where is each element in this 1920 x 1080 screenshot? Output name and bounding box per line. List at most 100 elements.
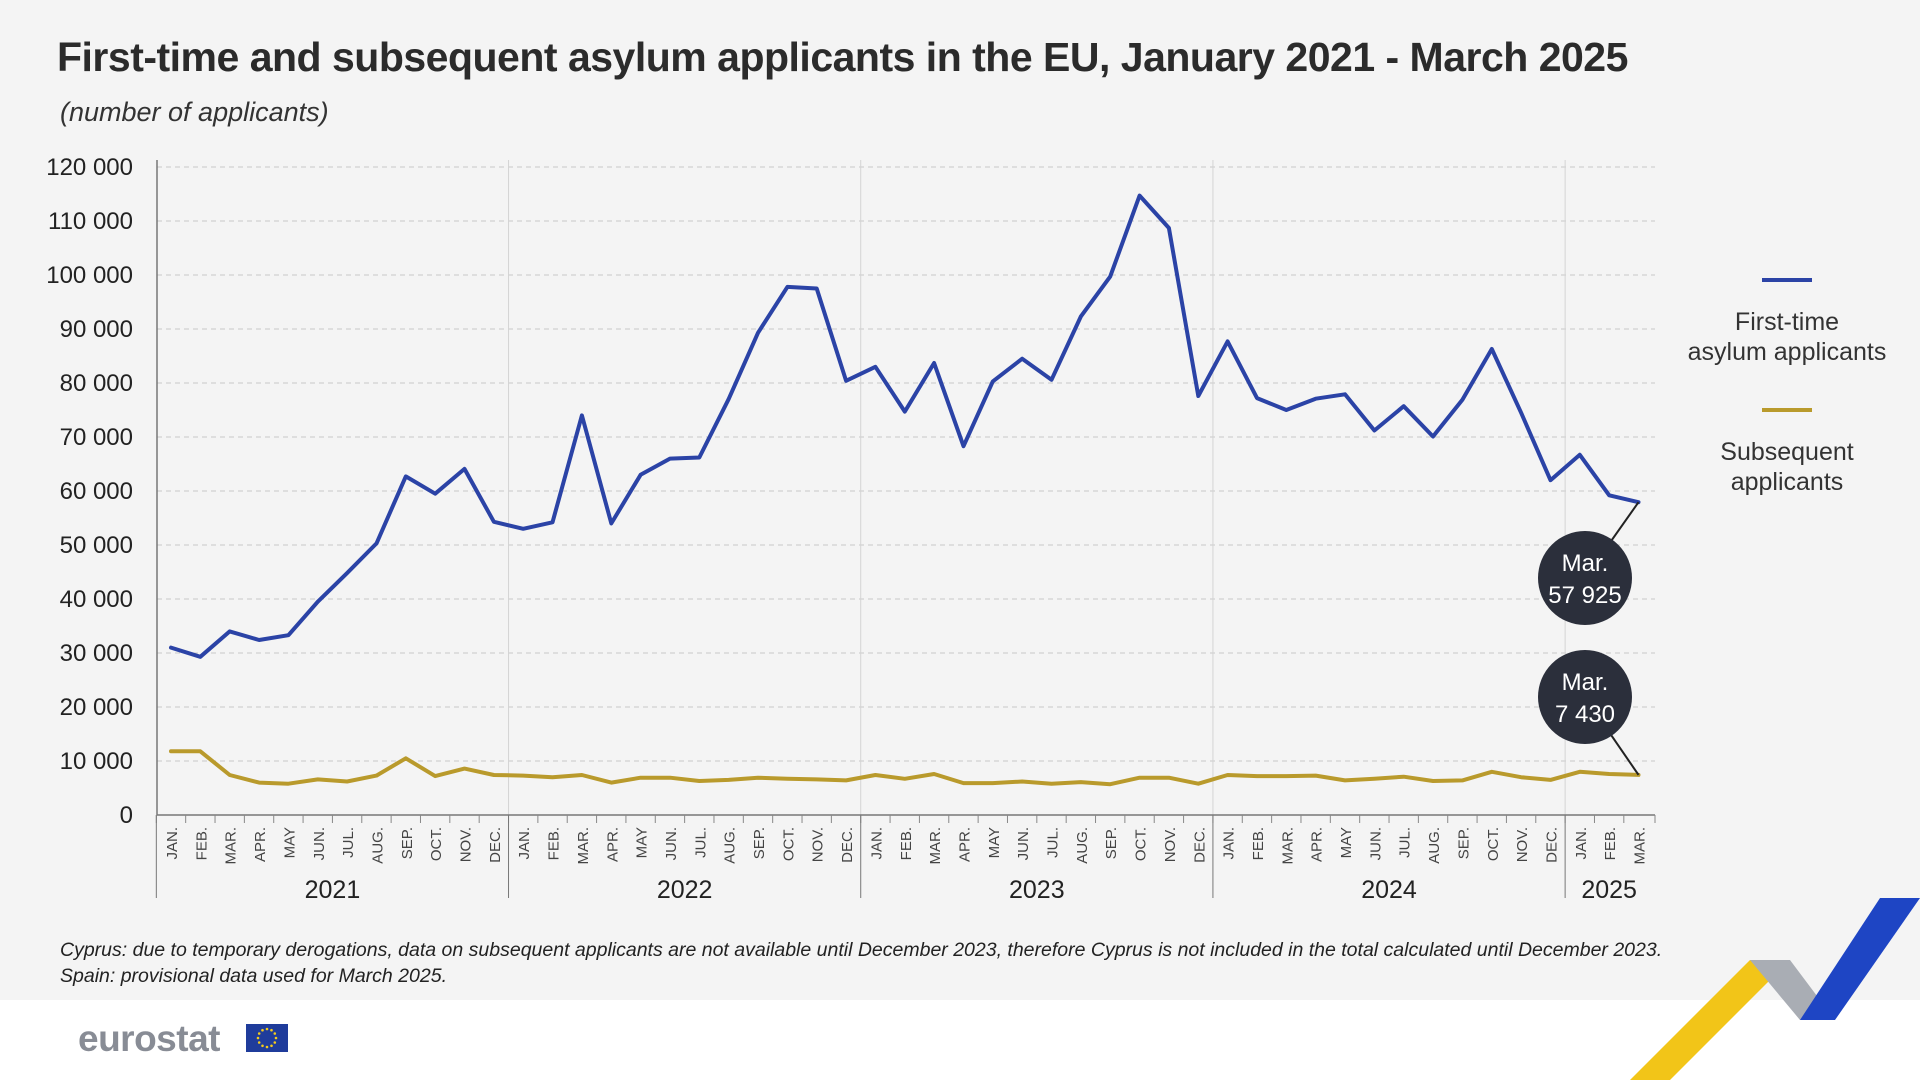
y-tick-label: 40 000 bbox=[60, 586, 133, 613]
y-tick-label: 120 000 bbox=[46, 154, 133, 181]
x-tick-label: JAN. bbox=[164, 827, 181, 860]
x-tick-label: FEB. bbox=[1602, 827, 1619, 860]
x-tick-label: OCT. bbox=[780, 827, 797, 861]
decorative-chevron-icon bbox=[1630, 898, 1920, 1080]
x-tick-label: MAR. bbox=[575, 827, 592, 865]
y-tick-label: 10 000 bbox=[60, 748, 133, 775]
x-tick-label: JUL. bbox=[340, 827, 357, 858]
x-tick-label: JUL. bbox=[1397, 827, 1414, 858]
x-axis-month-ticks: JAN. FEB. MAR. APR. MAY JUN. JUL. AUG. SEP. OCT. N… bbox=[155, 815, 1656, 865]
footnote-cyprus: Cyprus: due to temporary derogations, da… bbox=[60, 939, 1663, 961]
legend-label: Subsequent applicants bbox=[1720, 438, 1854, 496]
y-tick-label: 50 000 bbox=[60, 532, 133, 559]
callout-bubble bbox=[1538, 531, 1632, 625]
x-tick-label: MAY bbox=[986, 827, 1003, 858]
x-tick-label: SEP. bbox=[751, 827, 768, 859]
year-label: 2025 bbox=[1581, 876, 1637, 904]
callout-subsequent-march: Mar. 7 430 bbox=[1538, 650, 1640, 776]
chart-subtitle: (number of applicants) bbox=[60, 97, 329, 127]
x-tick-label: JUL. bbox=[692, 827, 709, 858]
y-tick-label: 90 000 bbox=[60, 316, 133, 343]
x-tick-label: APR. bbox=[252, 827, 269, 862]
grid-lines bbox=[157, 160, 1655, 815]
x-tick-label: SEP. bbox=[1103, 827, 1120, 859]
callout-month-label: Mar. bbox=[1562, 669, 1609, 696]
x-tick-label: MAR. bbox=[1632, 827, 1649, 865]
callouts: Mar. 57 925 Mar. 7 430 bbox=[1538, 501, 1640, 776]
x-tick-label: OCT. bbox=[428, 827, 445, 861]
callout-value-label: 7 430 bbox=[1555, 701, 1615, 728]
x-tick-label: FEB. bbox=[546, 827, 563, 860]
year-label: 2024 bbox=[1361, 876, 1417, 904]
footnote-spain: Spain: provisional data used for March 2… bbox=[60, 965, 447, 987]
y-tick-label: 70 000 bbox=[60, 424, 133, 451]
subsequent-applicants-line bbox=[169, 749, 1641, 787]
x-tick-label: AUG. bbox=[369, 827, 386, 864]
x-tick-label: NOV. bbox=[1162, 827, 1179, 862]
x-tick-label: JUN. bbox=[1015, 827, 1032, 860]
callout-bubble bbox=[1538, 650, 1632, 744]
x-tick-label: JAN. bbox=[868, 827, 885, 860]
x-tick-label: JAN. bbox=[1573, 827, 1590, 860]
year-label: 2022 bbox=[657, 876, 713, 904]
y-tick-label: 80 000 bbox=[60, 370, 133, 397]
x-tick-label: OCT. bbox=[1485, 827, 1502, 861]
legend-first-time: First-time asylum applicants bbox=[1688, 278, 1887, 366]
x-tick-label: JUN. bbox=[311, 827, 328, 860]
x-tick-label: FEB. bbox=[898, 827, 915, 860]
legend: First-time asylum applicants Subsequent app… bbox=[1688, 278, 1887, 496]
x-tick-label: JAN. bbox=[516, 827, 533, 860]
x-tick-label: SEP. bbox=[399, 827, 416, 859]
x-tick-label: JUL. bbox=[1045, 827, 1062, 858]
x-tick-label: MAR. bbox=[223, 827, 240, 865]
callout-value-label: 57 925 bbox=[1548, 582, 1621, 609]
line-chart: 0 10 000 20 000 30 000 40 000 50 000 60 000 70 … bbox=[46, 154, 1887, 904]
series-lines bbox=[169, 193, 1641, 787]
x-tick-label: APR. bbox=[604, 827, 621, 862]
x-tick-label: FEB. bbox=[1250, 827, 1267, 860]
x-tick-label: DEC. bbox=[1543, 827, 1560, 863]
x-tick-label: NOV. bbox=[810, 827, 827, 862]
x-tick-label: APR. bbox=[956, 827, 973, 862]
x-axis-year-labels: 2021 2022 2023 2024 2025 bbox=[155, 815, 1637, 904]
chart-title: First-time and subsequent asylum applica… bbox=[57, 34, 1628, 80]
y-tick-label: 20 000 bbox=[60, 694, 133, 721]
x-tick-label: DEC. bbox=[487, 827, 504, 863]
x-tick-label: MAY bbox=[281, 827, 298, 858]
footer-bar bbox=[0, 1000, 1920, 1080]
y-tick-label: 0 bbox=[120, 802, 133, 829]
x-tick-label: FEB. bbox=[193, 827, 210, 860]
x-tick-label: NOV. bbox=[458, 827, 475, 862]
legend-label: First-time asylum applicants bbox=[1688, 308, 1887, 366]
x-tick-label: JUN. bbox=[663, 827, 680, 860]
callout-first-time-march: Mar. 57 925 bbox=[1538, 501, 1640, 625]
callout-month-label: Mar. bbox=[1562, 550, 1609, 577]
footnotes: Cyprus: due to temporary derogations, da… bbox=[60, 937, 1662, 989]
x-tick-label: OCT. bbox=[1133, 827, 1150, 861]
x-tick-label: SEP. bbox=[1455, 827, 1472, 859]
x-tick-label: JAN. bbox=[1221, 827, 1238, 860]
first-time-applicants-line bbox=[169, 193, 1641, 659]
x-tick-label: AUG. bbox=[722, 827, 739, 864]
y-tick-label: 60 000 bbox=[60, 478, 133, 505]
year-label: 2021 bbox=[305, 876, 361, 904]
x-tick-label: NOV. bbox=[1514, 827, 1531, 862]
x-tick-label: MAR. bbox=[1279, 827, 1296, 865]
x-tick-label: JUN. bbox=[1367, 827, 1384, 860]
x-tick-label: MAY bbox=[1338, 827, 1355, 858]
year-label: 2023 bbox=[1009, 876, 1065, 904]
x-tick-label: APR. bbox=[1309, 827, 1326, 862]
x-tick-label: AUG. bbox=[1074, 827, 1091, 864]
y-tick-label: 110 000 bbox=[48, 208, 133, 235]
y-axis-ticks: 0 10 000 20 000 30 000 40 000 50 000 60 000 70 … bbox=[46, 154, 133, 829]
x-axis bbox=[156, 160, 1655, 816]
legend-subsequent: Subsequent applicants bbox=[1720, 408, 1854, 496]
x-tick-label: AUG. bbox=[1426, 827, 1443, 864]
x-tick-label: MAR. bbox=[927, 827, 944, 865]
x-tick-label: DEC. bbox=[1191, 827, 1208, 863]
x-tick-label: MAY bbox=[634, 827, 651, 858]
y-tick-label: 30 000 bbox=[60, 640, 133, 667]
y-tick-label: 100 000 bbox=[46, 262, 133, 289]
eurostat-logo: eurostat bbox=[78, 1018, 220, 1059]
eu-flag-icon bbox=[246, 1024, 288, 1052]
